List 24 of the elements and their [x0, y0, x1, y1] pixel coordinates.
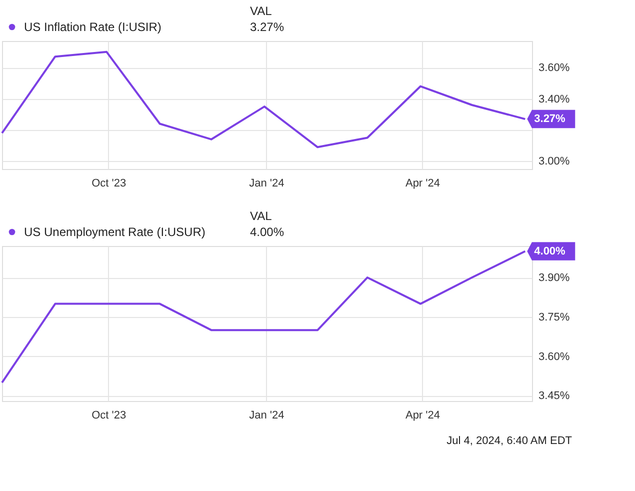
text: 4.00% [250, 225, 284, 239]
x-tick-label: Jan '24 [249, 410, 284, 422]
legend-label: US Inflation Rate (I:USIR) [24, 20, 162, 34]
text: Jul 4, 2024, 6:40 AM EDT [446, 435, 572, 447]
x-tick-label: Jan '24 [249, 178, 284, 190]
y-tick-label: 3.45% [538, 390, 570, 402]
y-tick-label: 3.75% [538, 311, 570, 324]
x-tick-label: Oct '23 [92, 178, 126, 190]
y-tick-label: 3.60% [538, 62, 570, 74]
data-label: 4.00% [534, 245, 566, 258]
legend-title: VAL [250, 4, 272, 18]
y-tick-label: 3.60% [538, 350, 570, 363]
x-tick-label: Apr '24 [405, 178, 440, 190]
legend-label: US Unemployment Rate (I:USUR) [24, 225, 206, 239]
text: 3.27% [250, 20, 284, 34]
y-tick-label: 3.90% [538, 272, 570, 284]
legend-title: VAL [250, 209, 272, 223]
data-label: 3.27% [534, 113, 566, 126]
line-series [1, 50, 526, 148]
x-tick-label: Oct '23 [92, 410, 126, 422]
line-series [1, 250, 526, 384]
y-tick-label: 3.00% [538, 156, 570, 168]
y-tick-label: 3.40% [538, 93, 570, 106]
x-tick-label: Apr '24 [405, 410, 440, 422]
